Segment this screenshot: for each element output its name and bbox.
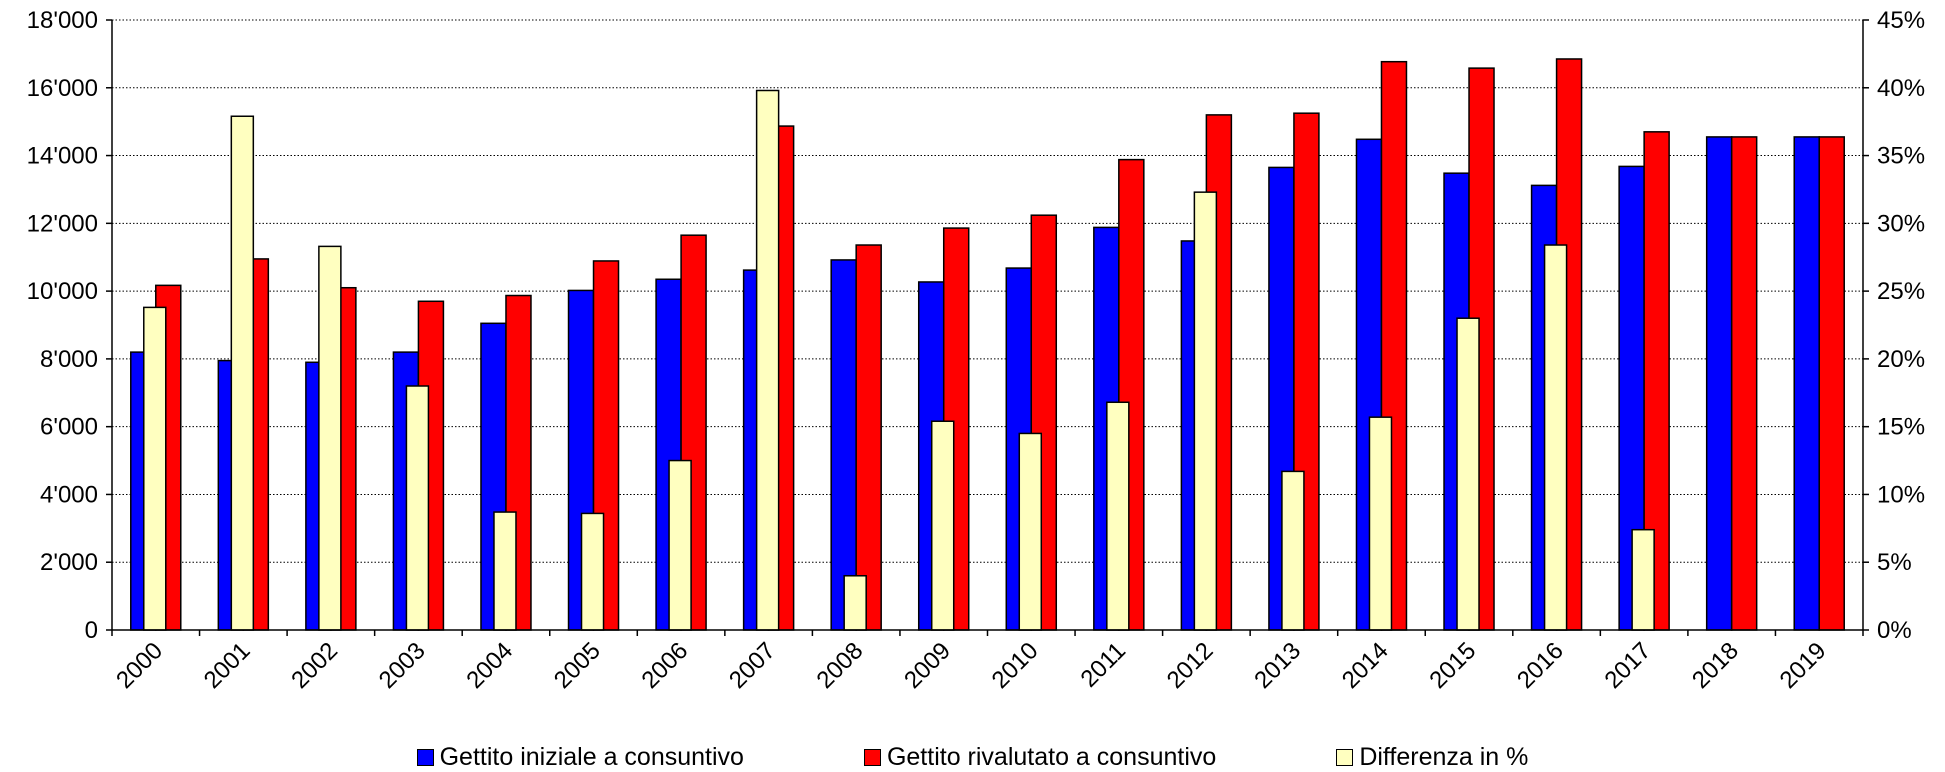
right-axis-ticks: 0% 5% 10% 15% 20% 25% 30% 35% 40% 45%	[1863, 7, 1925, 644]
legend-swatch-rivalutato	[863, 749, 881, 766]
left-tick-label: 14'000	[27, 143, 98, 170]
legend-item-rivalutato: Gettito rivalutato a consuntivo	[863, 743, 1217, 772]
bar-differenza	[1631, 528, 1655, 631]
bar-gettito-iniziale	[1618, 165, 1645, 631]
left-tick-label: 12'000	[27, 210, 98, 237]
bar-differenza	[843, 575, 867, 631]
legend-label-rivalutato: Gettito rivalutato a consuntivo	[886, 743, 1217, 771]
x-tick-label: 2018	[1687, 637, 1744, 694]
bars	[130, 58, 1845, 631]
legend-item-iniziale: Gettito iniziale a consuntivo	[416, 743, 744, 772]
left-tick-label: 4'000	[40, 481, 98, 508]
bar-differenza	[755, 89, 780, 631]
bar-differenza	[405, 385, 430, 631]
right-tick-label: 20%	[1877, 346, 1925, 373]
x-tick-label: 2003	[374, 637, 431, 694]
x-tick-label: 2006	[636, 637, 693, 694]
right-tick-label: 5%	[1877, 549, 1912, 576]
legend-label-iniziale: Gettito iniziale a consuntivo	[439, 743, 744, 771]
bar-differenza	[318, 245, 342, 631]
x-tick-label: 2001	[199, 637, 256, 694]
right-tick-label: 15%	[1877, 414, 1925, 441]
x-axis-ticks: 2000 2001 2002 2003 2004 2005 2006 2007 2008 2009…	[111, 630, 1864, 694]
legend-swatch-iniziale	[416, 749, 434, 766]
x-tick-label: 2016	[1512, 637, 1569, 694]
bar-differenza	[668, 459, 692, 631]
x-tick-label: 2014	[1337, 637, 1394, 694]
x-tick-label: 2019	[1775, 637, 1832, 694]
legend-swatch-differenza	[1336, 749, 1354, 766]
bar-differenza	[230, 115, 255, 631]
left-axis-ticks: 0 2'000 4'000 6'000 8'000 10'000 12'000 14'000 1…	[27, 7, 112, 644]
x-tick-label: 2010	[987, 637, 1044, 694]
bar-differenza	[1193, 191, 1218, 631]
x-tick-label: 2008	[812, 637, 869, 694]
bar-gettito-rivalutato	[855, 244, 882, 631]
gridlines	[112, 19, 1863, 563]
bar-differenza	[1281, 470, 1305, 631]
right-tick-label: 30%	[1877, 210, 1925, 237]
x-tick-label: 2011	[1075, 637, 1131, 693]
x-tick-label: 2002	[286, 637, 343, 694]
axes	[111, 20, 1864, 631]
left-tick-label: 16'000	[27, 75, 98, 102]
bar-differenza	[493, 511, 517, 631]
bar-differenza	[1543, 244, 1568, 631]
x-tick-label: 2004	[461, 637, 518, 694]
x-tick-label: 2015	[1424, 637, 1481, 694]
legend-label-differenza: Differenza in %	[1359, 743, 1529, 771]
left-tick-label: 18'000	[27, 7, 98, 34]
bar-differenza	[930, 420, 955, 631]
bar-differenza	[1018, 432, 1043, 631]
right-tick-label: 35%	[1877, 143, 1925, 170]
bar-gettito-iniziale	[830, 259, 857, 631]
bar-differenza	[1106, 401, 1130, 631]
bar-gettito-rivalutato	[1818, 136, 1845, 631]
left-tick-label: 6'000	[40, 414, 98, 441]
left-tick-label: 2'000	[40, 549, 98, 576]
legend: Gettito iniziale a consuntivo Gettito ri…	[0, 743, 1945, 772]
x-tick-label: 2013	[1249, 637, 1306, 694]
x-tick-label: 2000	[111, 637, 168, 694]
left-tick-label: 8'000	[40, 346, 98, 373]
legend-item-differenza: Differenza in %	[1336, 743, 1528, 772]
right-tick-label: 45%	[1877, 7, 1925, 34]
bar-gettito-iniziale	[1705, 136, 1733, 631]
bar-differenza	[580, 512, 605, 631]
x-tick-label: 2017	[1600, 637, 1657, 694]
right-tick-label: 40%	[1877, 75, 1925, 102]
bar-differenza	[1368, 416, 1393, 631]
left-tick-label: 0	[85, 617, 98, 644]
bar-gettito-iniziale	[1793, 136, 1820, 631]
x-tick-label: 2009	[899, 637, 956, 694]
x-tick-label: 2005	[549, 637, 606, 694]
bar-differenza	[1456, 317, 1480, 631]
left-tick-label: 10'000	[27, 278, 98, 305]
x-tick-label: 2012	[1162, 637, 1219, 694]
x-tick-label: 2007	[724, 637, 781, 694]
right-tick-label: 0%	[1877, 617, 1912, 644]
bar-differenza	[143, 306, 167, 631]
right-tick-label: 25%	[1877, 278, 1925, 305]
bar-gettito-rivalutato	[1730, 136, 1758, 631]
right-tick-label: 10%	[1877, 481, 1925, 508]
